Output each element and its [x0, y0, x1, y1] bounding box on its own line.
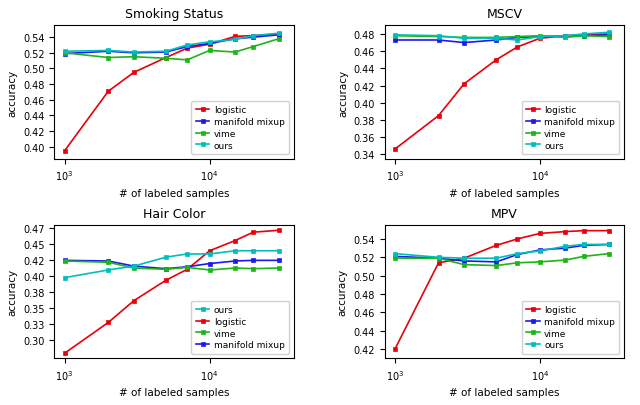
Legend: logistic, manifold mixup, vime, ours: logistic, manifold mixup, vime, ours — [191, 102, 289, 155]
X-axis label: # of labeled samples: # of labeled samples — [119, 188, 229, 198]
Title: MSCV: MSCV — [486, 8, 522, 21]
Title: Hair Color: Hair Color — [143, 207, 205, 220]
Y-axis label: accuracy: accuracy — [338, 269, 348, 315]
X-axis label: # of labeled samples: # of labeled samples — [119, 388, 229, 397]
X-axis label: # of labeled samples: # of labeled samples — [449, 388, 559, 397]
Legend: ours, logistic, vime, manifold mixup: ours, logistic, vime, manifold mixup — [191, 301, 289, 354]
Y-axis label: accuracy: accuracy — [8, 69, 17, 116]
X-axis label: # of labeled samples: # of labeled samples — [449, 188, 559, 198]
Y-axis label: accuracy: accuracy — [338, 69, 348, 116]
Title: Smoking Status: Smoking Status — [125, 8, 223, 21]
Y-axis label: accuracy: accuracy — [8, 269, 18, 315]
Legend: logistic, manifold mixup, vime, ours: logistic, manifold mixup, vime, ours — [522, 102, 620, 155]
Title: MPV: MPV — [491, 207, 518, 220]
Legend: logistic, manifold mixup, vime, ours: logistic, manifold mixup, vime, ours — [522, 301, 620, 354]
